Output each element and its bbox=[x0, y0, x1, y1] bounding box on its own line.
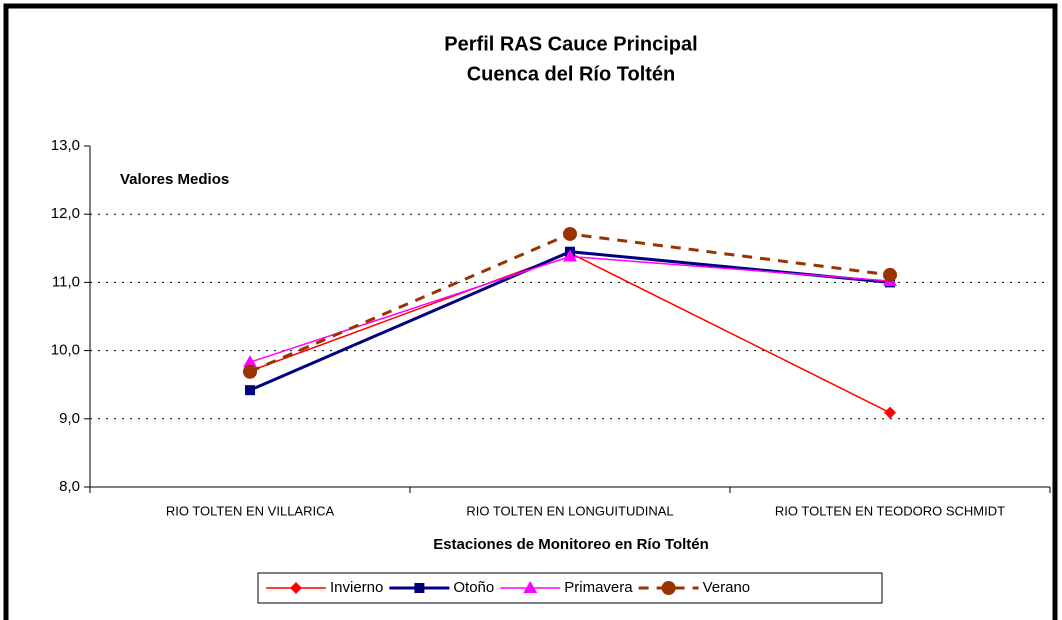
y-tick-label: 8,0 bbox=[59, 478, 80, 495]
legend-label: Otoño bbox=[453, 579, 494, 596]
marker bbox=[414, 583, 425, 593]
legend-label: Verano bbox=[703, 579, 751, 596]
y-tick-label: 12,0 bbox=[51, 205, 80, 222]
marker bbox=[243, 364, 257, 379]
marker bbox=[290, 582, 302, 594]
y-tick-label: 11,0 bbox=[52, 273, 80, 290]
marker bbox=[243, 355, 257, 368]
x-tick-label: RIO TOLTEN EN VILLARICA bbox=[166, 503, 335, 518]
y-tick-label: 10,0 bbox=[51, 342, 80, 359]
marker bbox=[884, 406, 896, 419]
x-tick-label: RIO TOLTEN EN TEODORO SCHMIDT bbox=[775, 503, 1005, 518]
x-axis-label: Estaciones de Monitoreo en Río Toltén bbox=[433, 536, 709, 553]
chart-frame bbox=[3, 3, 1058, 620]
legend-label: Invierno bbox=[330, 579, 383, 596]
marker bbox=[661, 581, 676, 595]
chart-title: Perfil RAS Cauce Principal bbox=[444, 33, 697, 55]
annotation: Valores Medios bbox=[120, 171, 229, 188]
y-tick-label: 9,0 bbox=[59, 410, 80, 427]
marker bbox=[883, 267, 897, 282]
chart-subtitle: Cuenca del Río Toltén bbox=[467, 63, 676, 85]
marker bbox=[563, 249, 577, 262]
marker bbox=[563, 226, 577, 241]
marker bbox=[245, 385, 255, 396]
marker bbox=[523, 581, 538, 593]
legend-box bbox=[257, 572, 883, 604]
y-tick-label: 13,0 bbox=[51, 137, 80, 154]
legend-label: Primavera bbox=[564, 579, 633, 596]
x-tick-label: RIO TOLTEN EN LONGUITUDINAL bbox=[466, 503, 673, 518]
